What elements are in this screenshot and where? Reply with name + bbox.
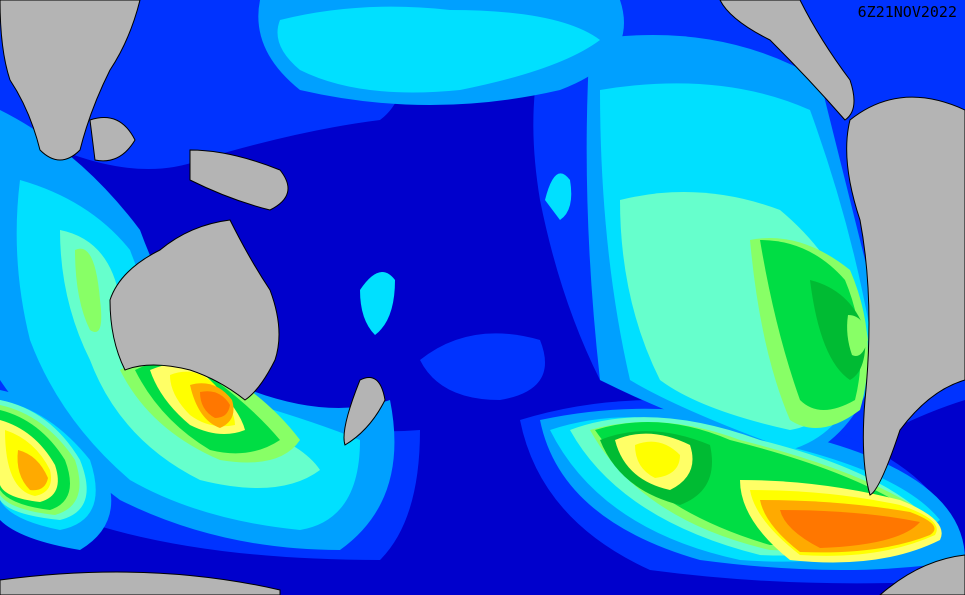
new-guinea (189, 149, 289, 211)
timestamp-label: 6Z21NOV2022 (857, 3, 957, 21)
wave-level-light-green (847, 315, 868, 356)
antarctica-left (0, 571, 281, 595)
borneo (89, 117, 136, 162)
australia (109, 219, 280, 401)
southeast-asia (0, 0, 141, 161)
wave-level-11 (200, 391, 920, 548)
central-america (719, 0, 855, 121)
new-zealand (343, 377, 386, 446)
